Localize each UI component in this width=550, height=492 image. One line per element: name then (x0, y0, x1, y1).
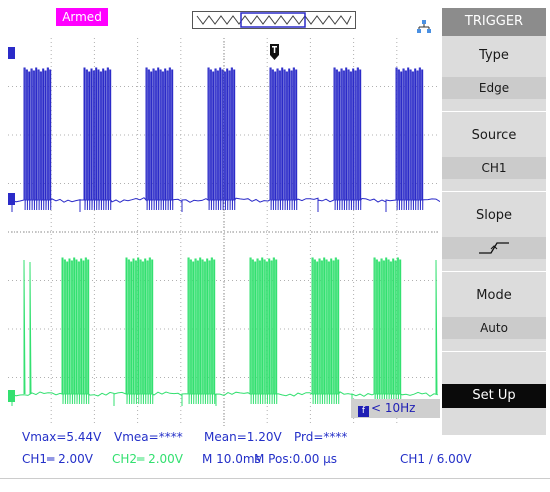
status-panel: Vmax=5.44V Vmea=**** Mean=1.20V Prd=****… (8, 428, 472, 478)
trigger-level: CH1 ∕ 6.00V (400, 452, 472, 466)
menu-source-label[interactable]: Source (471, 128, 517, 143)
menu-slope-value[interactable] (442, 237, 546, 259)
menu-mode-value[interactable]: Auto (442, 317, 546, 339)
network-icon (417, 20, 431, 36)
ch1-waveform (8, 67, 440, 212)
trigger-position-icon (270, 44, 279, 60)
menu-type-label[interactable]: Type (479, 48, 509, 63)
menu-title: TRIGGER (442, 8, 546, 36)
menu-divider (442, 351, 546, 352)
rising-edge-icon (479, 242, 509, 254)
bottom-divider (0, 478, 550, 479)
frequency-icon: f (358, 406, 369, 417)
menu-divider (442, 271, 546, 272)
ch2-marker-icon (8, 390, 15, 402)
menu-divider (442, 111, 546, 112)
waveform-overview[interactable] (192, 11, 356, 29)
bottom-strip (0, 481, 550, 492)
ch1-level-marker-icon (8, 47, 15, 59)
mean-readout: Mean=1.20V (204, 430, 282, 444)
menu-source-value[interactable]: CH1 (442, 157, 546, 179)
period-readout: Prd=**** (294, 430, 348, 444)
menu-mode-label[interactable]: Mode (476, 288, 512, 303)
memory-position: M Pos:0.00 μs (254, 452, 338, 466)
frequency-readout: f < 10Hz (351, 399, 440, 418)
ch2-waveform (8, 257, 439, 406)
menu-divider (442, 191, 546, 192)
status-badge: Armed (56, 8, 108, 26)
setup-button[interactable]: Set Up (442, 384, 546, 408)
waveform-display[interactable]: f < 10Hz (8, 38, 440, 426)
menu-type-value[interactable]: Edge (442, 77, 546, 99)
vmax-readout: Vmax=5.44V (22, 430, 102, 444)
vmean-readout: Vmea=**** (114, 430, 183, 444)
timebase: M 10.0ms (202, 452, 261, 466)
ch1-marker-icon (8, 193, 15, 205)
trigger-menu: TRIGGER Type Edge Source CH1 Slope Mode … (442, 8, 546, 435)
ch2-scale: CH2═ 2.00V (112, 452, 184, 466)
ch1-scale: CH1═ 2.00V (22, 452, 94, 466)
frequency-value: < 10Hz (371, 401, 416, 415)
menu-slope-label[interactable]: Slope (475, 208, 513, 223)
waveform-svg (8, 38, 440, 426)
